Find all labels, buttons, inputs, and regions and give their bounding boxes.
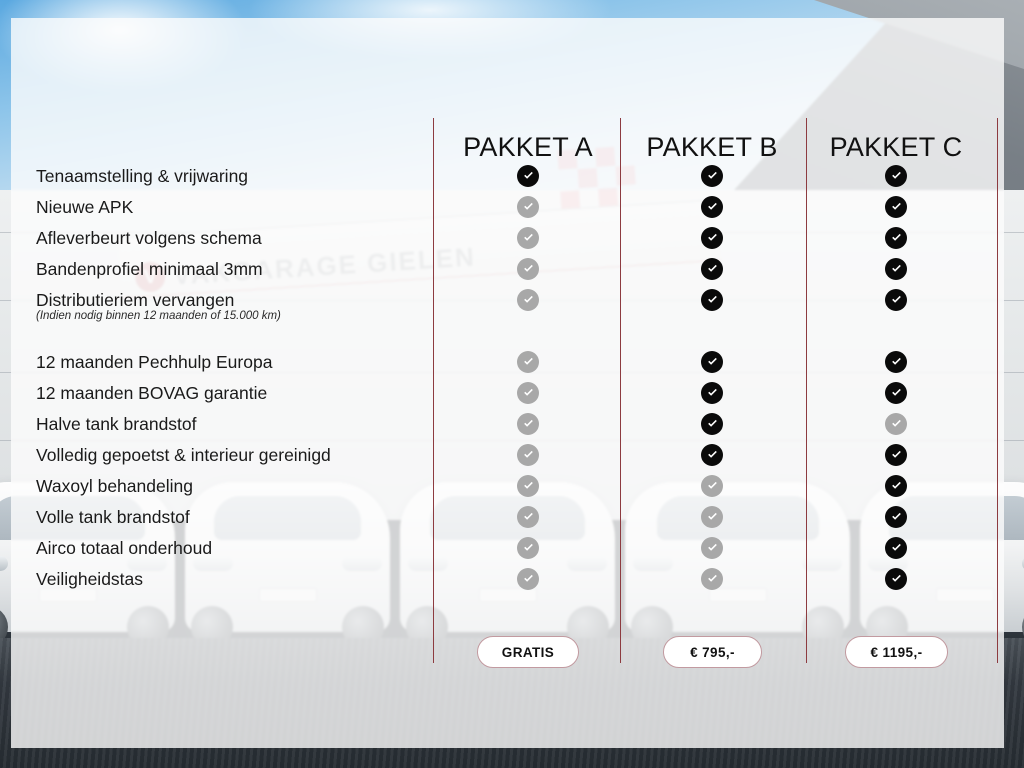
check-badge-a-excluded — [517, 413, 539, 435]
column-divider-3 — [997, 118, 998, 663]
price-pill-c[interactable]: € 1195,- — [845, 636, 948, 668]
comparison-card: PAKKET A PAKKET B PAKKET C Tenaamstelling &… — [11, 18, 1004, 748]
check-badge-a-excluded — [517, 444, 539, 466]
check-badge-b-included — [701, 413, 723, 435]
column-divider-1 — [620, 118, 621, 663]
feature-label: Afleverbeurt volgens schema — [36, 228, 262, 248]
check-badge-a-excluded — [517, 475, 539, 497]
check-badge-c-included — [885, 568, 907, 590]
check-badge-b-included — [701, 227, 723, 249]
check-badge-a-excluded — [517, 537, 539, 559]
feature-label: Airco totaal onderhoud — [36, 538, 213, 558]
feature-note: (Indien nodig binnen 12 maanden of 15.00… — [36, 310, 281, 322]
check-badge-b-included — [701, 382, 723, 404]
check-badge-b-excluded — [701, 537, 723, 559]
feature-label: Tenaamstelling & vrijwaring — [36, 166, 249, 186]
check-badge-b-included — [701, 196, 723, 218]
check-badge-a-excluded — [517, 227, 539, 249]
check-badge-c-included — [885, 475, 907, 497]
column-divider-0 — [433, 118, 434, 663]
check-badge-c-excluded — [885, 413, 907, 435]
check-badge-b-excluded — [701, 475, 723, 497]
feature-label: Nieuwe APK — [36, 197, 134, 217]
check-badge-c-included — [885, 351, 907, 373]
check-badge-b-included — [701, 351, 723, 373]
column-header-c: PAKKET C — [829, 132, 963, 162]
check-badge-c-included — [885, 165, 907, 187]
check-badge-a-included — [517, 165, 539, 187]
feature-label: 12 maanden BOVAG garantie — [36, 383, 268, 403]
feature-label: Veiligheidstas — [36, 569, 144, 589]
feature-label: Distributieriem vervangen — [36, 290, 235, 310]
column-divider-2 — [806, 118, 807, 663]
feature-label: Volledig gepoetst & interieur gereinigd — [36, 445, 331, 465]
check-badge-a-excluded — [517, 196, 539, 218]
feature-label: Halve tank brandstof — [36, 414, 197, 434]
check-badge-c-included — [885, 382, 907, 404]
feature-label: Waxoyl behandeling — [36, 476, 193, 496]
feature-label: Volle tank brandstof — [36, 507, 190, 527]
check-badge-c-included — [885, 258, 907, 280]
check-badge-c-included — [885, 444, 907, 466]
check-badge-c-included — [885, 196, 907, 218]
column-header-b: PAKKET B — [646, 132, 778, 162]
check-badge-a-excluded — [517, 506, 539, 528]
check-badge-b-excluded — [701, 506, 723, 528]
check-badge-c-included — [885, 506, 907, 528]
check-badge-c-included — [885, 289, 907, 311]
check-badge-b-included — [701, 289, 723, 311]
feature-label: Bandenprofiel minimaal 3mm — [36, 259, 263, 279]
price-pill-b[interactable]: € 795,- — [663, 636, 762, 668]
check-badge-a-excluded — [517, 382, 539, 404]
check-badge-a-excluded — [517, 351, 539, 373]
check-badge-c-included — [885, 227, 907, 249]
price-pill-a[interactable]: GRATIS — [477, 636, 579, 668]
check-badge-a-excluded — [517, 568, 539, 590]
check-badge-c-included — [885, 537, 907, 559]
check-badge-a-excluded — [517, 258, 539, 280]
check-badge-b-excluded — [701, 568, 723, 590]
check-badge-a-excluded — [517, 289, 539, 311]
check-badge-b-included — [701, 444, 723, 466]
column-header-a: PAKKET A — [463, 132, 593, 162]
feature-label: 12 maanden Pechhulp Europa — [36, 352, 273, 372]
check-badge-b-included — [701, 165, 723, 187]
check-badge-b-included — [701, 258, 723, 280]
package-comparison-table: PAKKET A PAKKET B PAKKET C Tenaamstelling &… — [11, 18, 1004, 748]
